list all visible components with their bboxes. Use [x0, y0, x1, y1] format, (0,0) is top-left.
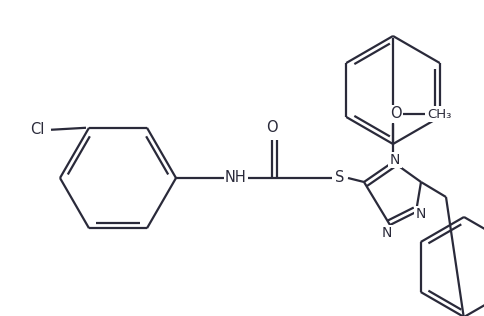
- Text: N: N: [390, 153, 400, 167]
- Text: O: O: [266, 120, 278, 136]
- Text: Cl: Cl: [30, 122, 44, 137]
- Text: S: S: [335, 171, 345, 185]
- Text: NH: NH: [225, 171, 247, 185]
- Text: N: N: [416, 207, 426, 221]
- Text: N: N: [382, 226, 392, 240]
- Text: O: O: [390, 106, 402, 121]
- Text: CH₃: CH₃: [427, 107, 451, 120]
